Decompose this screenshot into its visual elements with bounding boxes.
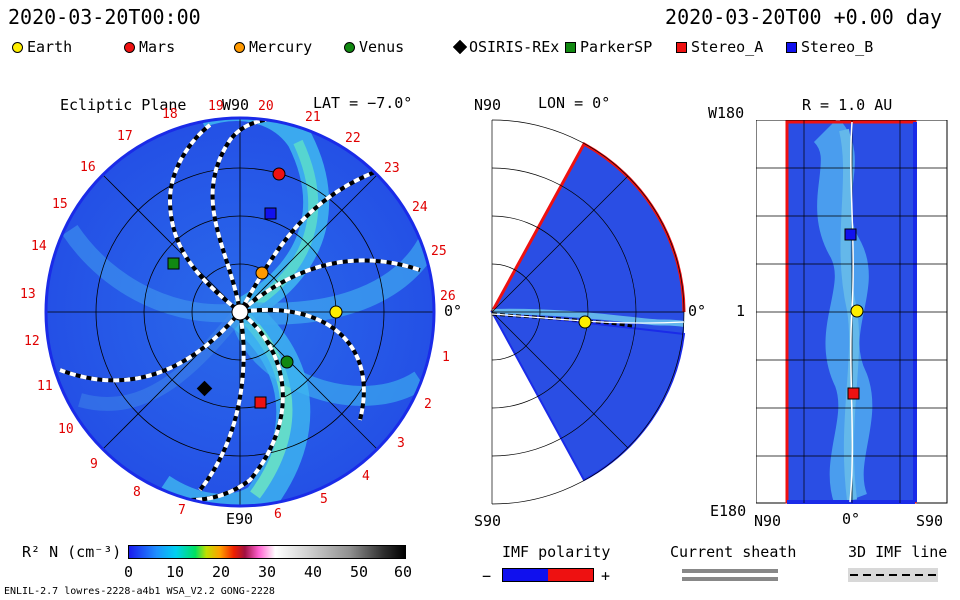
mercury-marker xyxy=(255,266,269,280)
imf-line-swatch xyxy=(848,568,938,582)
current-sheath-swatch-2 xyxy=(682,577,778,581)
ecliptic-lat-label: LAT = −7.0° xyxy=(313,94,413,112)
sector-label: 2 xyxy=(424,397,432,412)
sector-label: 8 xyxy=(133,485,141,500)
legend-item-venus: Venus xyxy=(344,38,404,56)
osiris-rex-marker xyxy=(196,380,213,397)
sector-label: 19 xyxy=(208,99,224,114)
sector-label: 25 xyxy=(431,244,447,259)
radial-r-label: R = 1.0 AU xyxy=(802,96,893,114)
sector-label: 7 xyxy=(178,503,186,518)
sector-label: 21 xyxy=(305,110,321,125)
legend-item-mars: Mars xyxy=(124,38,175,56)
sector-label: 1 xyxy=(442,350,450,365)
sector-label: 9 xyxy=(90,457,98,472)
meridional-negative-boundary xyxy=(490,310,686,482)
sector-label: 24 xyxy=(412,200,428,215)
radial-earth-marker xyxy=(850,304,864,318)
colorbar-tick: 60 xyxy=(394,563,413,581)
radial-n90-label: N90 xyxy=(754,512,782,530)
ecliptic-e90-label: E90 xyxy=(226,510,254,528)
meridional-plot xyxy=(490,119,686,505)
imf-polarity-title: IMF polarity xyxy=(502,543,611,561)
sun-icon xyxy=(231,303,249,321)
start-time: 2020-03-20T00:00 xyxy=(8,5,201,29)
colorbar-tick: 40 xyxy=(304,563,323,581)
ecliptic-plane-plot: 1 2 3 4 5 6 7 8 9 10 11 12 13 14 15 16 1… xyxy=(20,99,456,522)
legend-item-earth: Earth xyxy=(12,38,72,56)
model-info: ENLIL-2.7 lowres-2228-a4b1 WSA_V2.2 GONG… xyxy=(4,586,275,597)
stereo-a-marker xyxy=(254,396,267,409)
radial-0-label: 0° xyxy=(842,510,861,528)
sector-label: 15 xyxy=(52,197,68,212)
ecliptic-outer-ring xyxy=(44,116,436,508)
radial-mid-label: 1 xyxy=(736,302,746,320)
imf-plus-label: + xyxy=(601,567,611,585)
sector-label: 20 xyxy=(258,99,274,114)
legend-item-osiris-rex: OSIRIS-REx xyxy=(452,38,559,56)
sector-label: 3 xyxy=(397,436,405,451)
imf-line-title: 3D IMF line xyxy=(848,543,948,561)
sector-label: 17 xyxy=(117,129,133,144)
sector-label: 6 xyxy=(274,507,282,522)
sector-label: 5 xyxy=(320,492,328,507)
current-time: 2020-03-20T00 +0.00 day xyxy=(665,5,942,29)
imf-spiral-lines xyxy=(59,118,421,502)
current-sheath-swatch xyxy=(682,569,778,573)
stereo-b-marker-icon xyxy=(786,41,797,53)
radial-w180-label: W180 xyxy=(708,104,745,122)
sector-label: 22 xyxy=(345,131,361,146)
imf-minus-label: − xyxy=(482,567,492,585)
radial-s90-label: S90 xyxy=(916,512,944,530)
colorbar xyxy=(128,545,406,559)
sector-label: 18 xyxy=(162,107,178,122)
imf-polarity-bar xyxy=(502,568,594,582)
meridional-0-label: 0° xyxy=(688,302,707,320)
sector-label: 10 xyxy=(58,422,74,437)
ecliptic-0-label: 0° xyxy=(444,302,463,320)
meridional-earth-marker xyxy=(578,315,592,329)
sector-label: 26 xyxy=(440,289,456,304)
colorbar-label: R² N (cm⁻³) xyxy=(22,543,122,561)
sector-label: 23 xyxy=(384,161,400,176)
legend-item-stereo-a: Stereo_A xyxy=(676,38,763,56)
sector-label: 12 xyxy=(24,334,40,349)
sector-labels: 1 2 3 4 5 6 7 8 9 10 11 12 13 14 15 16 1… xyxy=(20,99,456,522)
parkersp-marker-icon xyxy=(565,41,576,53)
sector-label: 16 xyxy=(80,160,96,175)
sector-label: 14 xyxy=(31,239,47,254)
radial-stereo-a-marker xyxy=(847,387,860,400)
colorbar-tick: 10 xyxy=(166,563,185,581)
legend-item-mercury: Mercury xyxy=(234,38,312,56)
stereo-b-marker xyxy=(264,207,277,220)
legend-item-parkersp: ParkerSP xyxy=(565,38,652,56)
colorbar-tick: 30 xyxy=(258,563,277,581)
radial-e180-label: E180 xyxy=(710,502,747,520)
ecliptic-w90-label: W90 xyxy=(222,96,250,114)
radial-stereo-b-marker xyxy=(844,228,857,241)
mercury-marker-icon xyxy=(234,41,245,53)
meridional-lon-label: LON = 0° xyxy=(538,94,611,112)
sector-label: 11 xyxy=(37,379,53,394)
ecliptic-title: Ecliptic Plane xyxy=(60,96,187,114)
colorbar-tick: 0 xyxy=(124,563,134,581)
sector-label: 13 xyxy=(20,287,36,302)
sector-label: 4 xyxy=(362,469,370,484)
colorbar-tick: 50 xyxy=(350,563,369,581)
meridional-grid xyxy=(491,119,685,505)
colorbar-tick: 20 xyxy=(212,563,231,581)
venus-marker-icon xyxy=(344,41,355,53)
meridional-s90-label: S90 xyxy=(474,512,502,530)
mars-marker xyxy=(272,167,286,181)
earth-marker xyxy=(329,305,343,319)
legend-item-stereo-b: Stereo_B xyxy=(786,38,873,56)
meridional-n90-label: N90 xyxy=(474,96,502,114)
mars-marker-icon xyxy=(124,41,135,53)
parkersp-marker xyxy=(167,257,180,270)
current-sheath-title: Current sheath xyxy=(670,543,797,561)
stereo-a-marker-icon xyxy=(676,41,687,53)
venus-marker xyxy=(280,355,294,369)
earth-marker-icon xyxy=(12,41,23,53)
radial-plot xyxy=(756,120,948,504)
